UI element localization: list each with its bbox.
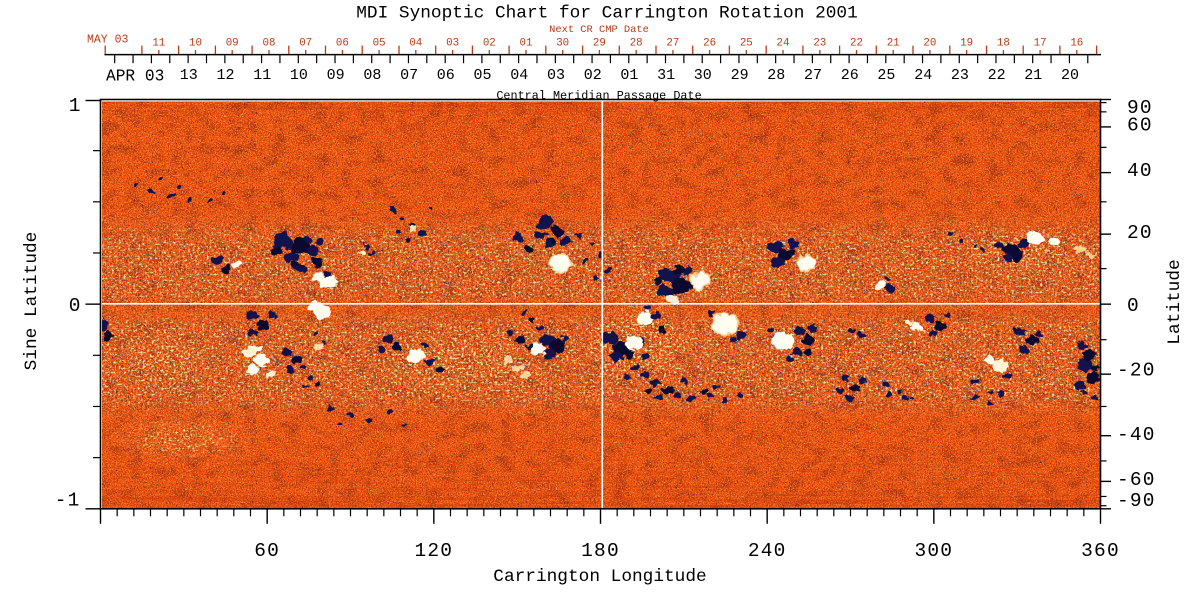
svg-text:22: 22 — [850, 38, 863, 50]
svg-text:MDI Synoptic Chart for Carring: MDI Synoptic Chart for Carrington Rotati… — [356, 4, 858, 24]
svg-text:28: 28 — [630, 38, 643, 50]
svg-text:30: 30 — [556, 38, 569, 50]
svg-text:1: 1 — [69, 95, 81, 117]
svg-text:18: 18 — [997, 38, 1010, 50]
svg-text:23: 23 — [813, 38, 826, 50]
svg-text:29: 29 — [593, 38, 606, 50]
svg-text:Next CR CMP Date: Next CR CMP Date — [549, 24, 649, 36]
svg-text:06: 06 — [437, 67, 455, 84]
svg-text:07: 07 — [299, 38, 312, 50]
svg-text:24: 24 — [777, 38, 790, 50]
svg-text:12: 12 — [216, 67, 234, 84]
svg-text:20: 20 — [1061, 67, 1079, 84]
svg-text:-90: -90 — [1117, 490, 1156, 512]
svg-text:-40: -40 — [1117, 424, 1156, 446]
svg-text:27: 27 — [804, 67, 822, 84]
svg-text:13: 13 — [180, 67, 198, 84]
svg-text:-60: -60 — [1117, 469, 1156, 491]
svg-text:16: 16 — [1070, 38, 1083, 50]
svg-text:23: 23 — [951, 67, 969, 84]
svg-text:24: 24 — [914, 67, 932, 84]
svg-text:01: 01 — [520, 38, 533, 50]
svg-text:360: 360 — [1081, 540, 1120, 562]
svg-text:180: 180 — [581, 540, 620, 562]
svg-text:11: 11 — [152, 38, 165, 50]
svg-text:27: 27 — [666, 38, 679, 50]
svg-text:09: 09 — [226, 38, 239, 50]
svg-text:17: 17 — [1034, 38, 1047, 50]
svg-text:06: 06 — [336, 38, 349, 50]
svg-text:10: 10 — [189, 38, 202, 50]
svg-text:01: 01 — [620, 67, 638, 84]
svg-text:10: 10 — [290, 67, 308, 84]
svg-text:30: 30 — [694, 67, 712, 84]
svg-text:Carrington Longitude: Carrington Longitude — [493, 567, 706, 587]
svg-text:22: 22 — [988, 67, 1006, 84]
svg-text:02: 02 — [584, 67, 602, 84]
svg-text:11: 11 — [253, 67, 271, 84]
svg-text:05: 05 — [373, 38, 386, 50]
svg-text:04: 04 — [510, 67, 528, 84]
svg-text:20: 20 — [1127, 222, 1153, 244]
svg-text:31: 31 — [657, 67, 675, 84]
svg-text:60: 60 — [254, 540, 280, 562]
svg-text:21: 21 — [1024, 67, 1042, 84]
svg-text:08: 08 — [263, 38, 276, 50]
svg-text:03: 03 — [547, 67, 565, 84]
svg-text:29: 29 — [731, 67, 749, 84]
svg-text:MAY 03: MAY 03 — [87, 34, 129, 47]
svg-text:09: 09 — [327, 67, 345, 84]
svg-text:26: 26 — [703, 38, 716, 50]
svg-text:25: 25 — [740, 38, 753, 50]
svg-text:03: 03 — [446, 38, 459, 50]
svg-text:20: 20 — [923, 38, 936, 50]
svg-text:APR 03: APR 03 — [106, 68, 164, 86]
svg-text:60: 60 — [1127, 115, 1153, 137]
svg-text:-1: -1 — [55, 490, 81, 512]
svg-text:-20: -20 — [1117, 359, 1156, 381]
svg-text:Latitude: Latitude — [1165, 259, 1185, 344]
svg-text:26: 26 — [841, 67, 859, 84]
svg-text:0: 0 — [1127, 295, 1140, 317]
svg-text:07: 07 — [400, 67, 418, 84]
svg-text:05: 05 — [473, 67, 491, 84]
svg-text:120: 120 — [414, 540, 453, 562]
svg-text:240: 240 — [748, 540, 787, 562]
svg-text:19: 19 — [960, 38, 973, 50]
svg-text:25: 25 — [877, 67, 895, 84]
svg-text:21: 21 — [887, 38, 900, 50]
svg-text:Sine Latitude: Sine Latitude — [22, 232, 42, 371]
svg-text:Central Meridian Passage Date: Central Meridian Passage Date — [496, 89, 701, 103]
svg-text:40: 40 — [1127, 160, 1153, 182]
svg-text:04: 04 — [409, 38, 422, 50]
svg-text:28: 28 — [767, 67, 785, 84]
svg-text:0: 0 — [69, 295, 81, 317]
svg-text:300: 300 — [914, 540, 953, 562]
svg-text:90: 90 — [1127, 97, 1153, 119]
svg-text:02: 02 — [483, 38, 496, 50]
svg-text:08: 08 — [363, 67, 381, 84]
